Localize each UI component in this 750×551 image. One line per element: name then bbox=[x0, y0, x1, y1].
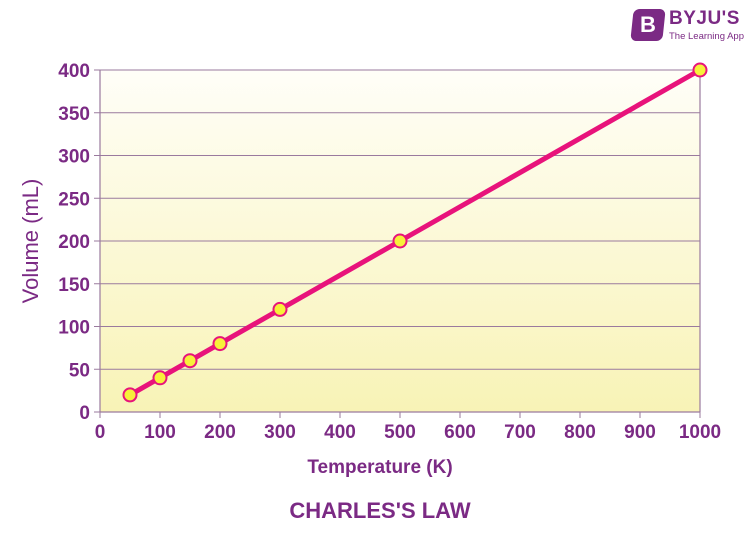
x-tick-label: 600 bbox=[444, 422, 476, 443]
y-tick-label: 300 bbox=[58, 147, 90, 168]
y-tick-label: 400 bbox=[58, 61, 90, 82]
data-point bbox=[272, 301, 288, 317]
y-tick-label: 250 bbox=[58, 189, 90, 210]
byjus-logo: B BYJU'S The Learning App bbox=[630, 6, 745, 46]
data-point bbox=[122, 387, 138, 403]
y-tick-label: 100 bbox=[58, 318, 90, 339]
y-tick-label: 200 bbox=[58, 232, 90, 253]
y-axis-label: Volume (mL) bbox=[18, 179, 43, 304]
x-tick-label: 500 bbox=[384, 422, 416, 443]
logo-tagline: The Learning App bbox=[669, 31, 745, 42]
x-tick-label: 900 bbox=[624, 422, 656, 443]
x-tick-label: 200 bbox=[204, 422, 236, 443]
data-point bbox=[212, 336, 228, 352]
y-tick-label: 350 bbox=[58, 104, 90, 125]
data-point bbox=[692, 62, 708, 78]
chart-title: CHARLES'S LAW bbox=[289, 498, 470, 523]
logo-mark-letter: B bbox=[640, 12, 656, 37]
x-tick-label: 0 bbox=[95, 422, 106, 443]
x-tick-label: 400 bbox=[324, 422, 356, 443]
x-tick-label: 1000 bbox=[679, 422, 721, 443]
x-tick-label: 800 bbox=[564, 422, 596, 443]
y-tick-label: 150 bbox=[58, 275, 90, 296]
data-point bbox=[182, 353, 198, 369]
x-axis-label: Temperature (K) bbox=[307, 457, 452, 478]
data-point bbox=[392, 233, 408, 249]
x-tick-label: 100 bbox=[144, 422, 176, 443]
logo-name: BYJU'S bbox=[669, 8, 740, 29]
y-tick-label: 0 bbox=[79, 403, 90, 424]
x-tick-label: 300 bbox=[264, 422, 296, 443]
x-tick-label: 700 bbox=[504, 422, 536, 443]
y-tick-label: 50 bbox=[69, 360, 90, 381]
data-point bbox=[152, 370, 168, 386]
